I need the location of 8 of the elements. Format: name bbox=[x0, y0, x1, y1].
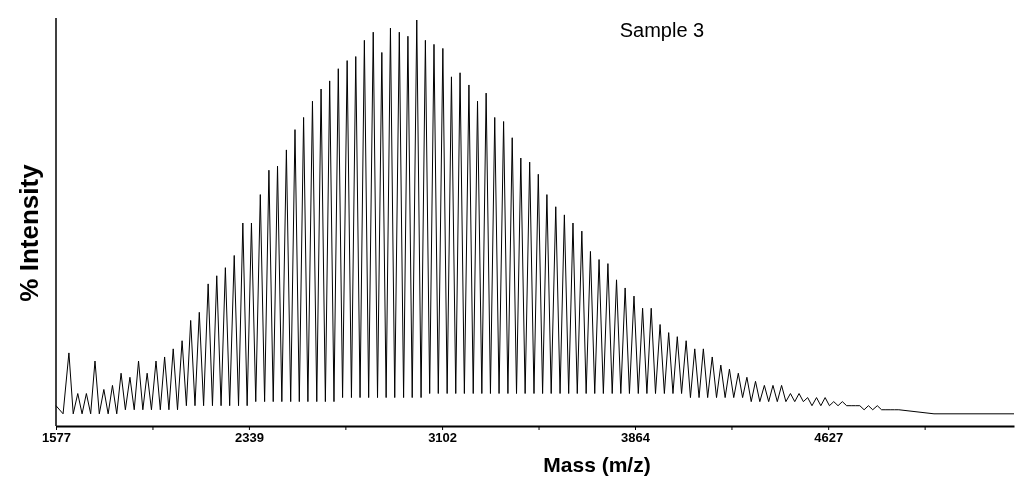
x-tick-label: 2339 bbox=[234, 430, 264, 446]
x-tick-label: 3102 bbox=[428, 430, 458, 446]
y-axis-title: % Intensity bbox=[14, 163, 44, 302]
x-tick-label: 3864 bbox=[621, 430, 651, 446]
x-tick-label: 4627 bbox=[814, 430, 844, 446]
x-tick-label: 1577 bbox=[42, 430, 71, 446]
chart-title: Sample 3 bbox=[619, 19, 705, 41]
x-axis-title: Mass (m/z) bbox=[543, 453, 651, 476]
